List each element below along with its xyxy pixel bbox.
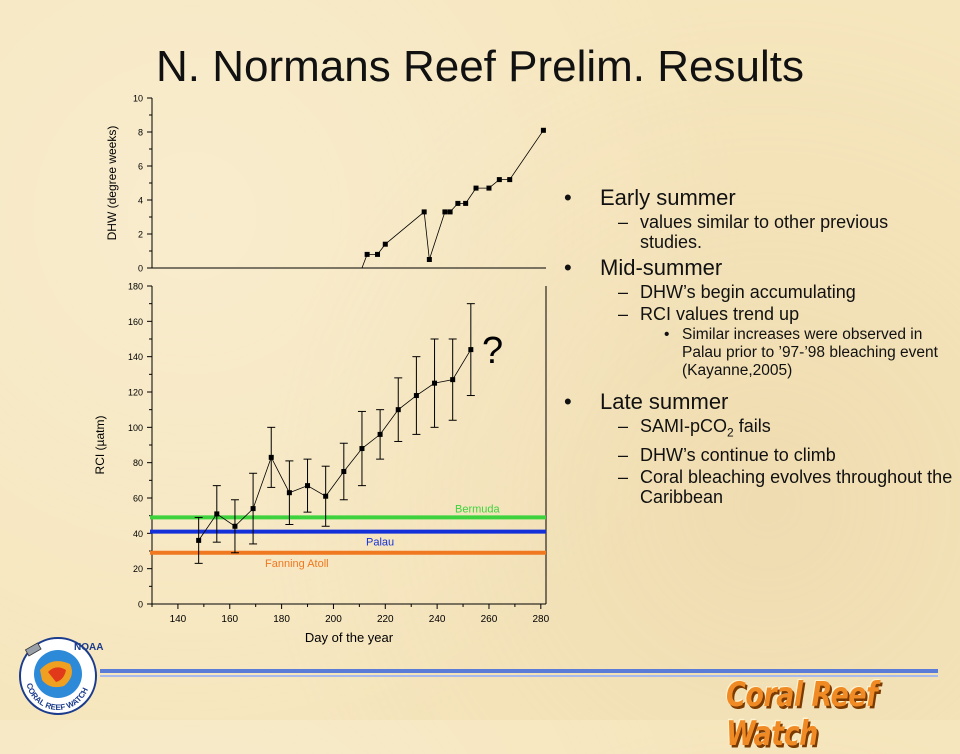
y-tick-label: 0 [138, 600, 143, 610]
sub-bullet: – RCI values trend up [618, 304, 800, 324]
x-tick-label: 220 [377, 614, 394, 625]
data-point [432, 380, 438, 386]
sub-bullet: – SAMI-pCO2 fails [618, 416, 771, 440]
y-tick-label: 0 [138, 264, 143, 274]
reference-line-label: Palau [366, 537, 394, 549]
data-point [486, 185, 492, 191]
y-tick-label: 8 [138, 128, 143, 138]
sub-bullet: – values similar to other previous studie… [618, 212, 889, 252]
charts: 0 2 4 6 8 10 DHW (degree weeks) 0 20 40 60 80 100 12… [93, 94, 550, 646]
data-point [341, 469, 347, 474]
sub-bullet: – DHW’s continue to climb [618, 444, 836, 465]
data-point [463, 200, 469, 206]
x-tick-label: 140 [170, 614, 187, 625]
data-point [268, 454, 274, 460]
subscript-2: 2 [727, 425, 734, 440]
data-point [473, 185, 479, 191]
sub-bullet: – DHW’s begin accumulating [618, 282, 856, 302]
data-point [450, 377, 456, 383]
y-axis-label: RCI (µatm) [93, 416, 107, 475]
coral-reef-watch-brand: Coral Reef Watch [726, 676, 878, 754]
sub-sub-bullet: • Similar increases were observed in Pala… [664, 326, 938, 379]
data-point [377, 431, 383, 437]
reference-line-label: Bermuda [455, 503, 501, 515]
data-point [540, 127, 546, 133]
data-point [250, 506, 256, 512]
x-tick-label: 280 [532, 614, 549, 625]
data-point [375, 251, 381, 257]
bullet-list: Early summer –values similar to other pr… [564, 182, 954, 507]
data-point [442, 209, 448, 215]
data-point [447, 209, 453, 215]
y-tick-label: 80 [133, 458, 143, 468]
data-point [468, 347, 474, 353]
y-tick-label: 60 [133, 494, 143, 504]
y-axis-label: DHW (degree weeks) [105, 126, 119, 241]
logo-noaa-text: NOAA [74, 642, 103, 653]
x-tick-label: 180 [273, 614, 290, 625]
data-point [196, 537, 202, 543]
footer-divider [100, 669, 938, 673]
bullet-early-summer: Early summer [564, 186, 954, 211]
data-point [382, 241, 388, 247]
x-tick-label: 200 [325, 614, 342, 625]
data-point [455, 200, 461, 206]
data-point [426, 257, 432, 262]
data-point [364, 251, 370, 257]
y-tick-label: 20 [133, 564, 143, 574]
sub-bullet-text: RCI values trend up [640, 304, 800, 324]
sub-bullet-text: Coral bleaching evolves throughout the C… [640, 466, 953, 507]
data-point [395, 407, 401, 413]
sami-text: SAMI-pCO [640, 416, 728, 436]
data-point [421, 209, 427, 215]
sub-sub-bullet-text: Similar increases were observed in Palau… [682, 326, 938, 379]
y-tick-label: 2 [138, 230, 143, 240]
bullet-late-summer: Late summer [564, 390, 954, 415]
sub-bullet-text: values similar to other previous studies… [640, 212, 889, 252]
sub-bullet: – Coral bleaching evolves throughout the … [618, 466, 953, 507]
x-axis-label: Day of the year [305, 630, 394, 645]
sub-bullet-text: DHW’s continue to climb [640, 444, 836, 465]
x-tick-label: 240 [429, 614, 446, 625]
data-point [323, 493, 329, 499]
y-tick-label: 180 [128, 282, 143, 292]
dhw-chart: 0 2 4 6 8 10 DHW (degree weeks) [105, 94, 546, 274]
data-point [232, 523, 238, 529]
data-point [305, 483, 311, 489]
sub-bullet-text: SAMI-pCO2 fails [640, 416, 771, 440]
y-tick-label: 120 [128, 388, 143, 398]
data-point [286, 490, 292, 496]
data-point [496, 177, 502, 183]
series-line [198, 349, 472, 541]
y-tick-label: 4 [138, 196, 143, 206]
fails-text: fails [733, 416, 771, 436]
data-point [359, 446, 365, 452]
x-tick-label: 260 [481, 614, 498, 625]
noaa-coral-reef-watch-logo: NOAA CORAL REEF WATCH [19, 637, 103, 715]
y-tick-label: 10 [133, 94, 143, 104]
data-point [507, 177, 513, 183]
y-tick-label: 140 [128, 352, 143, 362]
annotation-question-mark: ? [482, 330, 503, 372]
bullet-mid-summer: Mid-summer [564, 256, 954, 281]
reference-line-label: Fanning Atoll [265, 558, 329, 570]
rci-chart: 0 20 40 60 80 100 120 140 160 180 140 160 180 200 220 2… [93, 282, 550, 646]
x-tick-label: 160 [221, 614, 238, 625]
y-tick-label: 100 [128, 423, 143, 433]
data-point [413, 393, 419, 399]
series-line [361, 130, 544, 269]
slide-title: N. Normans Reef Prelim. Results [156, 42, 804, 91]
footer-divider-light [100, 675, 938, 677]
y-tick-label: 40 [133, 529, 143, 539]
y-tick-label: 6 [138, 162, 143, 172]
y-tick-label: 160 [128, 317, 143, 327]
sub-bullet-text: DHW’s begin accumulating [640, 282, 856, 302]
data-point [214, 511, 220, 517]
